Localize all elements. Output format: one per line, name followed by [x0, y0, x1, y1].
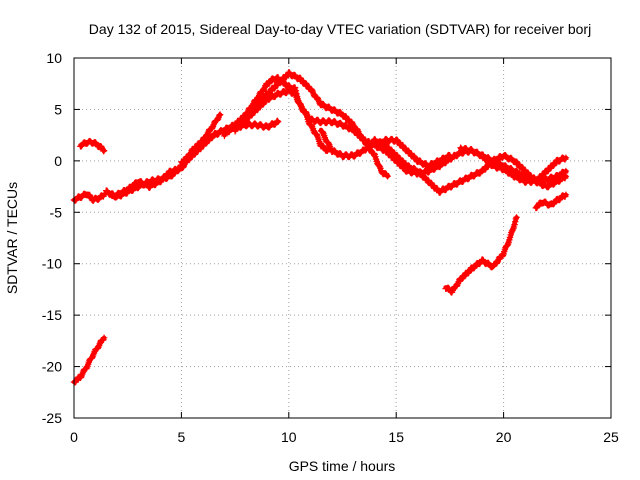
series-arc-12: [457, 144, 570, 186]
series-markers: [70, 190, 108, 204]
y-tick-label: -25: [42, 410, 62, 426]
y-tick-label: -15: [42, 307, 62, 323]
series-arc-1: [70, 190, 108, 204]
data-series: [70, 69, 570, 386]
y-tick-label: -10: [42, 256, 62, 272]
x-tick-label: 20: [496, 429, 512, 445]
series-markers: [532, 191, 570, 212]
series-arc-3: [70, 334, 108, 386]
series-markers: [77, 137, 108, 155]
y-tick-label: 0: [54, 153, 62, 169]
y-tick-label: 5: [54, 101, 62, 117]
series-arc-5: [109, 111, 224, 201]
y-tick-label: -20: [42, 359, 62, 375]
axis-ticks: 0 5 10 15 20 25 -25 -20 -15 -10 -5 0 5 10: [42, 50, 619, 445]
x-tick-label: 5: [178, 429, 186, 445]
x-tick-label: 25: [603, 429, 619, 445]
x-tick-label: 0: [70, 429, 78, 445]
series-arc-2: [77, 137, 108, 155]
series-arc-13: [532, 191, 570, 212]
series-arc-10: [371, 135, 454, 171]
x-tick-label: 15: [388, 429, 404, 445]
y-axis-label: SDTVAR / TECUs: [4, 182, 20, 294]
plot-frame: [73, 57, 612, 419]
series-arc-9: [317, 127, 570, 196]
y-tick-label: 10: [46, 50, 62, 66]
series-markers: [442, 214, 520, 296]
series-markers: [231, 69, 391, 180]
chart-title: Day 132 of 2015, Sidereal Day-to-day VTE…: [89, 21, 591, 37]
series-markers: [70, 334, 108, 386]
x-tick-label: 10: [281, 429, 297, 445]
series-markers: [457, 144, 570, 186]
series-arc-11: [442, 214, 520, 296]
series-markers: [371, 135, 454, 171]
y-tick-label: -5: [50, 204, 63, 220]
x-axis-label: GPS time / hours: [289, 458, 396, 474]
series-markers: [109, 111, 224, 201]
grid: [74, 58, 611, 418]
